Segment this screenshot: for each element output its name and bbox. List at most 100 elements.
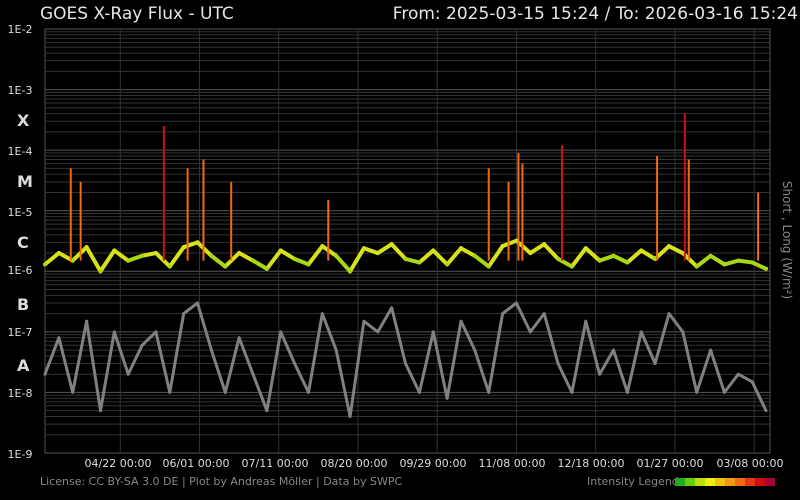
long-series-segment <box>458 246 477 258</box>
long-series-segment <box>736 258 755 265</box>
data-point <box>112 248 117 253</box>
data-point <box>71 390 75 394</box>
intensity-legend-label: Intensity Legend <box>587 475 679 488</box>
data-point <box>279 330 283 334</box>
long-series-segment <box>361 246 380 256</box>
data-point <box>612 348 616 352</box>
data-point <box>445 396 449 400</box>
data-point <box>556 256 561 261</box>
flare-class-a: A <box>17 356 30 375</box>
y-tick-label: 1E-7 <box>7 326 33 339</box>
data-point <box>223 390 227 394</box>
data-point <box>708 253 713 258</box>
long-series-segment <box>417 248 436 265</box>
y-tick-label: 1E-5 <box>7 206 33 219</box>
x-tick-label: 08/20 00:00 <box>320 457 388 470</box>
data-point <box>639 248 644 253</box>
data-point <box>736 372 740 376</box>
grid <box>45 29 770 454</box>
long-series-segment <box>237 251 255 263</box>
credits: License: CC BY-SA 3.0 DE | Plot by Andre… <box>40 475 403 488</box>
data-point <box>237 251 242 256</box>
data-point <box>278 248 283 253</box>
data-point <box>542 242 547 247</box>
data-point <box>459 319 463 323</box>
long-series-segment <box>375 242 394 256</box>
x-tick-label: 01/27 00:00 <box>636 457 704 470</box>
long-series-segment <box>583 246 602 263</box>
long-series-segment <box>472 253 491 269</box>
long-series-segment <box>43 251 61 267</box>
data-point <box>598 372 602 376</box>
data-point <box>583 246 588 251</box>
long-series-segment <box>112 248 131 263</box>
data-point <box>264 266 269 271</box>
long-series-segment <box>486 244 505 269</box>
data-point <box>722 262 727 267</box>
data-point <box>320 244 325 249</box>
data-point <box>306 390 310 394</box>
long-series-segment <box>569 246 588 269</box>
x-tick-label: 06/01 00:00 <box>162 457 230 470</box>
long-series-segment <box>611 253 630 265</box>
data-point <box>376 330 380 334</box>
data-point <box>154 330 158 334</box>
long-series-segment <box>625 248 644 265</box>
data-point <box>209 348 213 352</box>
long-series-segment <box>264 248 283 271</box>
long-series-segment <box>334 253 353 274</box>
data-point <box>112 330 116 334</box>
legend-swatch <box>735 478 745 486</box>
data-point <box>56 251 61 256</box>
long-series-segment <box>722 258 741 267</box>
data-point <box>597 258 602 263</box>
legend-swatch <box>695 478 705 486</box>
long-series-segment <box>126 253 145 263</box>
y-tick-label: 1E-9 <box>7 448 33 461</box>
legend-swatch <box>715 478 725 486</box>
data-point <box>195 240 200 245</box>
long-series-segment <box>431 248 450 267</box>
data-point <box>486 264 491 269</box>
date-range: From: 2025-03-15 15:24 / To: 2026-03-16 … <box>392 4 798 24</box>
data-point <box>445 262 450 267</box>
data-point <box>140 253 145 258</box>
data-point <box>293 362 297 366</box>
y-tick-label: 1E-4 <box>7 145 33 158</box>
data-point <box>98 409 102 413</box>
data-point <box>625 260 630 265</box>
long-series-segment <box>639 248 658 261</box>
long-series-segment <box>306 244 325 267</box>
data-point <box>43 372 47 376</box>
data-point <box>251 372 255 376</box>
legend-swatch <box>725 478 735 486</box>
data-point <box>306 262 311 267</box>
data-point <box>348 415 352 419</box>
data-point <box>320 312 324 316</box>
data-point <box>57 336 61 340</box>
long-series <box>43 238 769 274</box>
legend-swatch <box>755 478 765 486</box>
data-point <box>487 390 491 394</box>
y-tick-label: 1E-2 <box>7 23 33 36</box>
data-point <box>126 372 130 376</box>
long-series-segment <box>209 253 228 269</box>
long-series-segment <box>348 246 366 274</box>
legend-swatch <box>745 478 755 486</box>
x-tick-label: 09/29 00:00 <box>399 457 467 470</box>
data-point <box>666 244 671 249</box>
flare-class-m: M <box>17 172 33 191</box>
data-point <box>431 330 435 334</box>
data-point <box>348 269 353 274</box>
data-point <box>694 264 699 269</box>
data-point <box>709 348 713 352</box>
long-series-segment <box>597 253 616 263</box>
data-point <box>556 362 560 366</box>
data-point <box>584 319 588 323</box>
data-point <box>153 251 158 256</box>
data-point <box>140 343 144 347</box>
y-tick-label: 1E-8 <box>7 387 33 400</box>
short-series <box>43 301 768 419</box>
data-point <box>667 312 671 316</box>
